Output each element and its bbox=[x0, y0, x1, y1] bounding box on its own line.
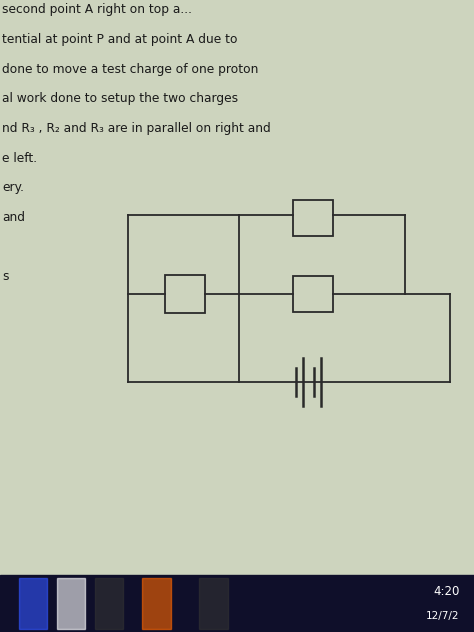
Bar bbox=[0, 575, 474, 632]
Text: 12/7/2: 12/7/2 bbox=[426, 611, 460, 621]
Text: al work done to setup the two charges: al work done to setup the two charges bbox=[2, 92, 238, 106]
Text: and: and bbox=[2, 211, 26, 224]
Bar bbox=[57, 578, 85, 629]
Bar bbox=[19, 578, 47, 629]
Text: 4:20: 4:20 bbox=[433, 585, 460, 597]
Text: e left.: e left. bbox=[2, 152, 37, 165]
Bar bbox=[293, 276, 333, 312]
Bar bbox=[199, 578, 228, 629]
Text: s: s bbox=[2, 270, 9, 284]
Text: second point A right on top a...: second point A right on top a... bbox=[2, 3, 192, 16]
Text: ery.: ery. bbox=[2, 181, 24, 195]
Text: nd R₃ , R₂ and R₃ are in parallel on right and: nd R₃ , R₂ and R₃ are in parallel on rig… bbox=[2, 122, 271, 135]
Text: done to move a test charge of one proton: done to move a test charge of one proton bbox=[2, 63, 259, 76]
Bar bbox=[142, 578, 171, 629]
Bar bbox=[95, 578, 123, 629]
Bar bbox=[293, 200, 333, 236]
Bar bbox=[165, 275, 205, 313]
Text: tential at point P and at point A due to: tential at point P and at point A due to bbox=[2, 33, 238, 46]
